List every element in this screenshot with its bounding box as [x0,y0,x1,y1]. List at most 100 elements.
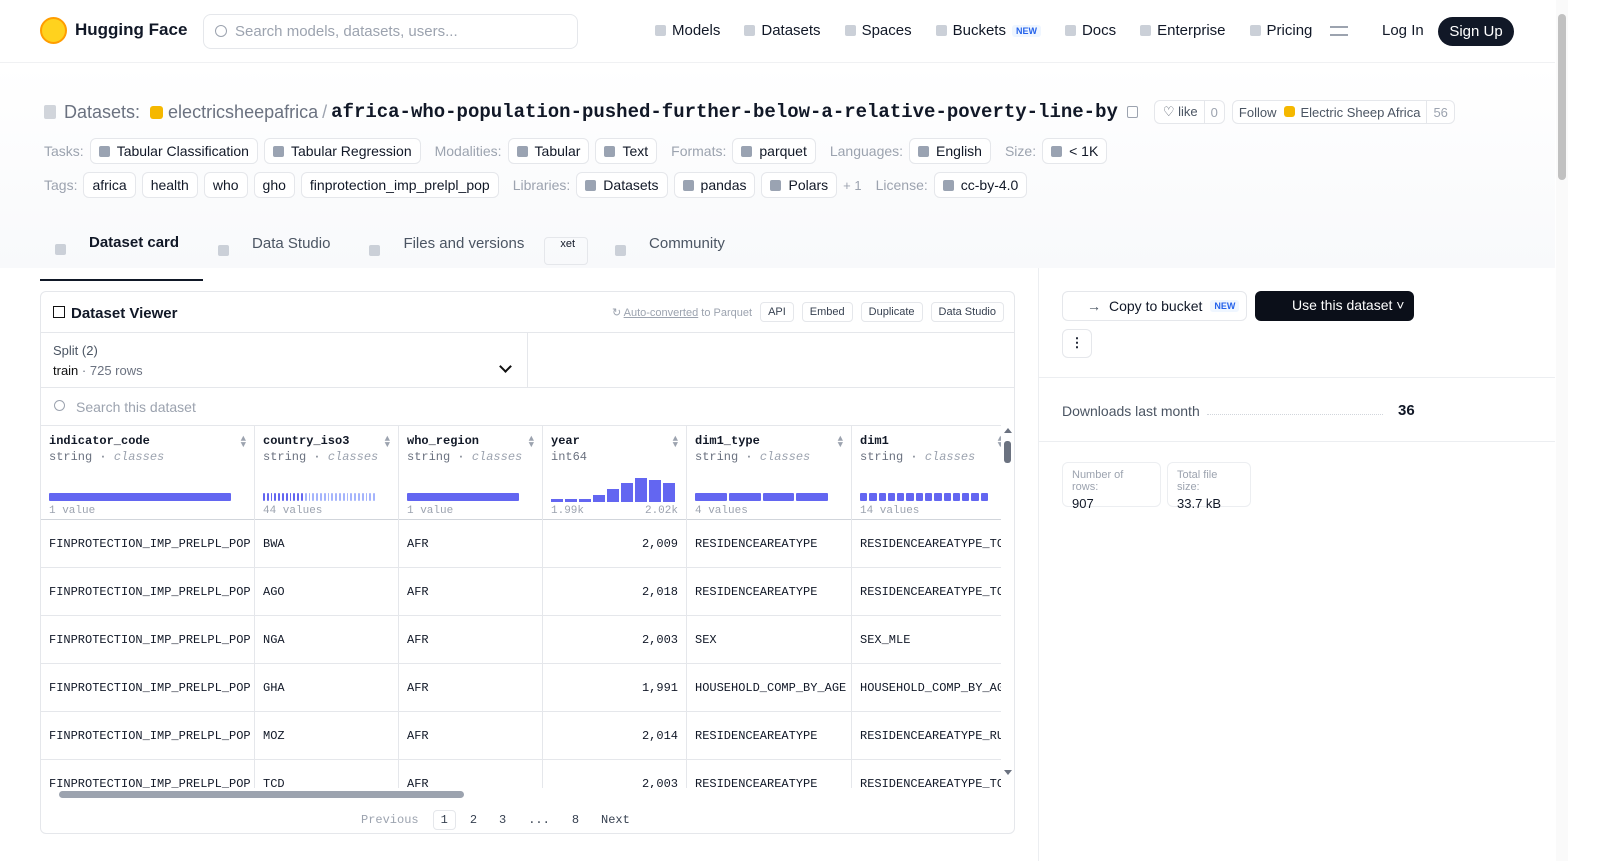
meta-row: Tasks: Tabular Classification Tabular Regr… [44,138,1108,164]
viewer-action[interactable]: Duplicate [860,302,923,322]
viewer-search[interactable]: Search this dataset [76,399,196,415]
summary-bar [860,493,868,501]
tab[interactable]: Dataset card [40,234,204,281]
brand[interactable]: Hugging Face [75,20,188,39]
meta-chip[interactable]: Tabular [507,138,590,164]
summary-bar [350,493,353,501]
column-name: dim1_type [695,434,760,448]
meta-chip[interactable]: pandas [673,172,756,198]
tab[interactable]: Files and versions xet [354,234,600,281]
meta-chip[interactable]: Polars [761,172,838,198]
summary-bar [915,493,923,501]
menu-icon[interactable] [1330,26,1348,36]
previous[interactable]: Previous [361,813,419,827]
dataset-name[interactable]: africa-who-population-pushed-further-bel… [331,101,1118,123]
cell: 2,009 [543,520,686,568]
meta-chip[interactable]: who [203,172,248,198]
copy-to-bucket[interactable]: → Copy to bucket NEW [1062,291,1247,321]
sort-icon[interactable]: ▲▼ [998,435,1001,450]
nav-link[interactable]: Models [655,22,720,39]
page[interactable]: 1 [432,810,456,830]
chip-text: cc-by-4.0 [960,177,1019,193]
nav-link[interactable]: Datasets [744,22,821,39]
meta-chip[interactable]: English [909,138,991,164]
cell: AFR [399,616,542,664]
histogram-bar [635,478,647,502]
page[interactable]: ... [528,813,550,827]
tabs: Dataset card Data Studio Files and version… [40,234,749,281]
auto-link[interactable]: Auto-converted [623,306,699,319]
nav-link[interactable]: Docs [1064,22,1116,39]
tab[interactable]: Community [600,234,749,281]
follow-button[interactable]: Follow Electric Sheep Africa 56 [1231,100,1455,124]
cell: AFR [399,760,542,788]
logo[interactable] [40,17,67,44]
more-options[interactable]: ⋮ [1062,329,1092,358]
column-header: who_region string · classes 1 value ▲ ▼ [399,425,542,520]
navbar: Hugging Face Search models, datasets, us… [0,0,1555,63]
meta-chip[interactable]: africa [83,172,136,198]
nav-icon [1140,25,1152,36]
viewer-action[interactable]: Embed [801,302,853,322]
meta-chip[interactable]: cc-by-4.0 [933,172,1028,198]
sort-icon[interactable]: ▲▼ [528,434,534,450]
meta-chip[interactable]: gho [253,172,295,198]
xet-badge: xet [544,236,589,265]
type: string [695,450,739,464]
cell: RESIDENCEAREATYPE [687,760,851,788]
nav-link-text: Spaces [861,22,912,39]
signup[interactable]: Sign Up [1438,17,1514,46]
page[interactable]: 3 [499,813,507,827]
search-box[interactable]: Search models, datasets, users... [203,14,578,49]
chip-icon [585,179,597,191]
summary-bar [934,493,942,501]
summary-bar [270,493,273,501]
page[interactable]: 8 [571,813,580,827]
vertical-scrollbar[interactable] [1001,425,1015,788]
use-label: Use this dataset [1292,297,1393,313]
section[interactable]: Datasets: [64,101,141,122]
viewer-action[interactable]: Data Studio [930,302,1004,322]
cell: SEX [687,616,851,664]
nav-link[interactable]: Spaces [844,22,912,39]
meta-chip[interactable]: finprotection_imp_prelpl_pop [300,172,499,198]
sort-icon[interactable]: ▲▼ [240,434,246,450]
pagination: Previous 1 2 3... 8 Next [361,810,630,830]
meta-chip[interactable]: Text [595,138,658,164]
column-type: string · classes [860,450,976,464]
horizontal-scrollbar[interactable] [59,791,464,798]
summary-bar [943,493,951,501]
nav-link[interactable]: Buckets NEW [935,22,1041,39]
meta-chip[interactable]: Datasets [576,172,668,198]
meta-chip[interactable]: < 1K [1042,138,1108,164]
page-scrollbar[interactable] [1556,0,1568,861]
sort-icon[interactable]: ▲▼ [837,434,843,450]
split-selector[interactable]: Split (2) train · 725 rows [41,332,528,388]
meta-chip[interactable]: health [141,172,198,198]
owner[interactable]: electricsheepafrica [168,101,319,122]
copy-icon[interactable] [1126,106,1138,118]
cell: RESIDENCEAREATYPE [687,520,851,568]
next[interactable]: Next [601,813,630,827]
meta-label: Libraries: [512,177,571,193]
tab[interactable]: Data Studio [203,234,354,281]
meta-chip[interactable]: Tabular Regression [263,138,421,164]
login[interactable]: Log In [1382,22,1424,39]
summary-bar [869,493,877,501]
sort-icon[interactable]: ▲▼ [384,434,390,450]
column-name: dim1 [860,434,889,448]
page[interactable]: 2 [469,813,478,827]
column-summary-graphic [860,491,988,501]
sort-icon[interactable]: ▲▼ [672,434,678,450]
summary-bar [962,493,970,501]
use-dataset[interactable]: Use this dataset ˅ [1255,291,1414,321]
nav-link[interactable]: Enterprise [1140,22,1226,39]
more-count[interactable]: + 1 [843,177,862,193]
search-icon [54,400,65,411]
nav-link[interactable]: Pricing [1249,22,1312,39]
meta-chip[interactable]: Tabular Classification [89,138,258,164]
viewer-action[interactable]: API [760,302,794,322]
meta-label: Languages: [829,143,904,159]
like-button[interactable]: ♡ like 0 [1153,100,1225,124]
meta-chip[interactable]: parquet [732,138,816,164]
